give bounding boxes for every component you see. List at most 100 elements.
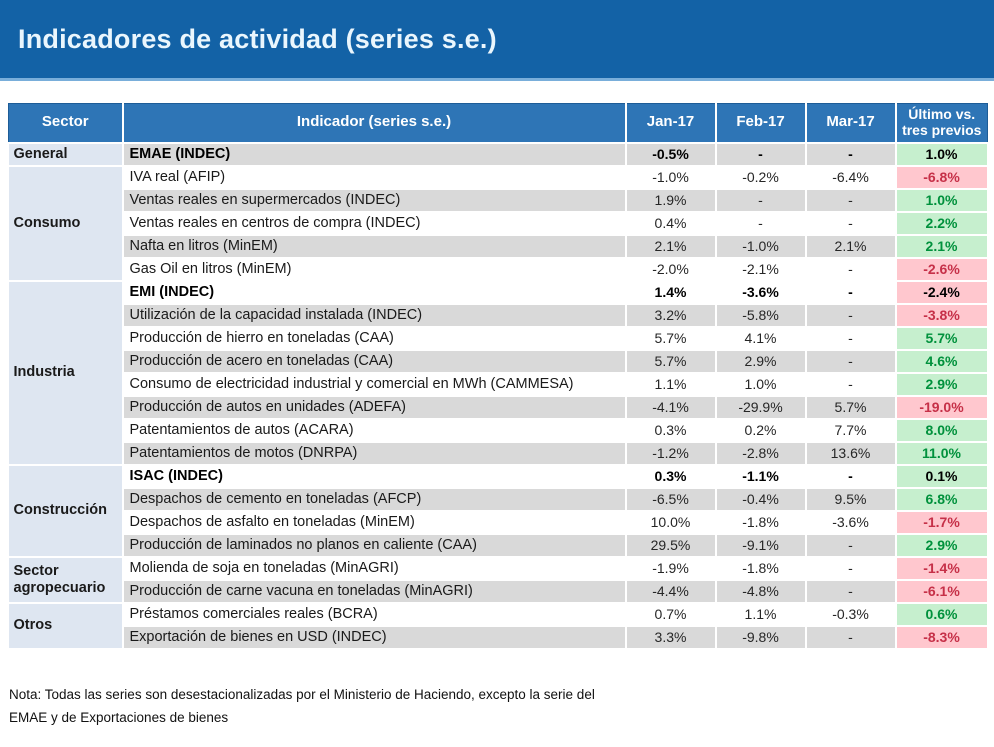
- value-cell-jan-17: -1.2%: [625, 441, 717, 466]
- value-cell-mar-17: 2.1%: [805, 234, 897, 259]
- ultimo-cell: 2.9%: [895, 533, 989, 558]
- ultimo-cell: 8.0%: [895, 418, 989, 443]
- value-cell-jan-17: 5.7%: [625, 326, 717, 351]
- value-cell-feb-17: -2.1%: [715, 257, 807, 282]
- indicator-cell: Producción de acero en toneladas (CAA): [122, 349, 627, 374]
- value-cell-feb-17: 4.1%: [715, 326, 807, 351]
- indicator-cell: EMI (INDEC): [122, 280, 627, 305]
- value-cell-feb-17: -0.2%: [715, 165, 807, 190]
- table-row: Consumo de electricidad industrial y com…: [9, 372, 989, 397]
- value-cell-feb-17: -: [715, 142, 807, 167]
- value-cell-feb-17: -1.0%: [715, 234, 807, 259]
- value-cell-jan-17: -2.0%: [625, 257, 717, 282]
- value-cell-mar-17: -: [805, 464, 897, 489]
- ultimo-cell: 1.0%: [895, 142, 989, 167]
- table-row: Patentamientos de autos (ACARA) 0.3% 0.2% 7…: [9, 418, 989, 443]
- table-row: Gas Oil en litros (MinEM) -2.0% -2.1% - -2.6…: [9, 257, 989, 282]
- value-cell-mar-17: 13.6%: [805, 441, 897, 466]
- value-cell-jan-17: 2.1%: [625, 234, 717, 259]
- sector-cell: Consumo: [8, 165, 124, 282]
- indicator-cell: Producción de hierro en toneladas (CAA): [122, 326, 627, 351]
- value-cell-feb-17: -2.8%: [715, 441, 807, 466]
- value-cell-feb-17: -3.6%: [715, 280, 807, 305]
- sector-cell: Construcción: [8, 464, 124, 558]
- table-row: Patentamientos de motos (DNRPA) -1.2% -2.8…: [9, 441, 989, 466]
- indicator-cell: ISAC (INDEC): [122, 464, 627, 489]
- ultimo-cell: 11.0%: [895, 441, 989, 466]
- ultimo-cell: -6.8%: [895, 165, 989, 190]
- indicator-cell: Consumo de electricidad industrial y com…: [122, 372, 627, 397]
- value-cell-mar-17: -: [805, 280, 897, 305]
- value-cell-feb-17: -4.8%: [715, 579, 807, 604]
- indicator-cell: Patentamientos de autos (ACARA): [122, 418, 627, 443]
- value-cell-feb-17: -1.8%: [715, 510, 807, 535]
- value-cell-mar-17: -0.3%: [805, 602, 897, 627]
- indicator-cell: Patentamientos de motos (DNRPA): [122, 441, 627, 466]
- table-row: Producción de hierro en toneladas (CAA) 5…: [9, 326, 989, 351]
- table-row: Sector agropecuario Molienda de soja en t…: [8, 556, 989, 604]
- value-cell-mar-17: 9.5%: [805, 487, 897, 512]
- table-row: Producción de acero en toneladas (CAA) 5.…: [9, 349, 989, 374]
- value-cell-mar-17: -: [805, 579, 897, 604]
- value-cell-feb-17: -29.9%: [715, 395, 807, 420]
- value-cell-jan-17: -1.9%: [625, 556, 717, 581]
- table-row: Despachos de asfalto en toneladas (MinEM…: [9, 510, 989, 535]
- ultimo-cell: 2.2%: [895, 211, 989, 236]
- ultimo-cell: -3.8%: [895, 303, 989, 328]
- value-cell-feb-17: 1.0%: [715, 372, 807, 397]
- ultimo-cell: -19.0%: [895, 395, 989, 420]
- header-feb-17: Feb-17: [715, 103, 807, 144]
- value-cell-mar-17: -: [805, 142, 897, 167]
- value-cell-jan-17: 0.4%: [625, 211, 717, 236]
- value-cell-feb-17: -5.8%: [715, 303, 807, 328]
- value-cell-jan-17: -0.5%: [625, 142, 717, 167]
- header-mar-17: Mar-17: [805, 103, 897, 144]
- ultimo-cell: 1.0%: [895, 188, 989, 213]
- page-title: Indicadores de actividad (series s.e.): [18, 24, 497, 54]
- value-cell-jan-17: 10.0%: [625, 510, 717, 535]
- indicators-table: Sector Indicador (series s.e.) Jan-17 Fe…: [8, 103, 989, 650]
- value-cell-mar-17: -: [805, 556, 897, 581]
- ultimo-cell: -2.4%: [895, 280, 989, 305]
- header-ultimo-vs-tres-previos: Último vs. tres previos: [895, 103, 988, 144]
- value-cell-jan-17: 5.7%: [625, 349, 717, 374]
- value-cell-jan-17: -1.0%: [625, 165, 717, 190]
- table-row: Ventas reales en centros de compra (INDE…: [9, 211, 989, 236]
- table-header-row: Sector Indicador (series s.e.) Jan-17 Fe…: [8, 103, 988, 144]
- table-body: General EMAE (INDEC) -0.5% - -1.0% Consumo IVA…: [8, 142, 989, 650]
- value-cell-feb-17: 0.2%: [715, 418, 807, 443]
- value-cell-mar-17: -: [805, 257, 897, 282]
- value-cell-jan-17: 3.3%: [625, 625, 717, 650]
- ultimo-cell: -2.6%: [895, 257, 989, 282]
- value-cell-mar-17: -: [805, 326, 897, 351]
- indicator-cell: Molienda de soja en toneladas (MinAGRI): [122, 556, 627, 581]
- header-jan-17: Jan-17: [625, 103, 717, 144]
- table-row: Construcción ISAC (INDEC) 0.3% -1.1% -0.1%: [8, 464, 989, 558]
- value-cell-mar-17: -: [805, 533, 897, 558]
- value-cell-feb-17: -0.4%: [715, 487, 807, 512]
- ultimo-cell: 0.6%: [895, 602, 989, 627]
- value-cell-jan-17: 0.3%: [625, 464, 717, 489]
- indicator-cell: Préstamos comerciales reales (BCRA): [122, 602, 627, 627]
- header-sector: Sector: [8, 103, 124, 144]
- indicator-cell: Ventas reales en centros de compra (INDE…: [122, 211, 627, 236]
- table-row: Consumo IVA real (AFIP) -1.0% -0.2% -6.4% -6.…: [8, 165, 989, 282]
- value-cell-feb-17: -1.8%: [715, 556, 807, 581]
- sector-cell: Otros: [8, 602, 124, 650]
- value-cell-jan-17: -4.4%: [625, 579, 717, 604]
- ultimo-cell: 0.1%: [895, 464, 989, 489]
- value-cell-mar-17: -: [805, 303, 897, 328]
- value-cell-mar-17: -3.6%: [805, 510, 897, 535]
- value-cell-jan-17: -6.5%: [625, 487, 717, 512]
- table-row: Ventas reales en supermercados (INDEC) 1.…: [9, 188, 989, 213]
- table-row: Utilización de la capacidad instalada (I…: [9, 303, 989, 328]
- table-row: Exportación de bienes en USD (INDEC) 3.3%…: [9, 625, 989, 650]
- ultimo-cell: -6.1%: [895, 579, 989, 604]
- value-cell-jan-17: -4.1%: [625, 395, 717, 420]
- ultimo-cell: -1.4%: [895, 556, 989, 581]
- ultimo-cell: -1.7%: [895, 510, 989, 535]
- value-cell-mar-17: -: [805, 372, 897, 397]
- indicator-cell: Producción de laminados no planos en cal…: [122, 533, 627, 558]
- value-cell-feb-17: -1.1%: [715, 464, 807, 489]
- value-cell-mar-17: -: [805, 349, 897, 374]
